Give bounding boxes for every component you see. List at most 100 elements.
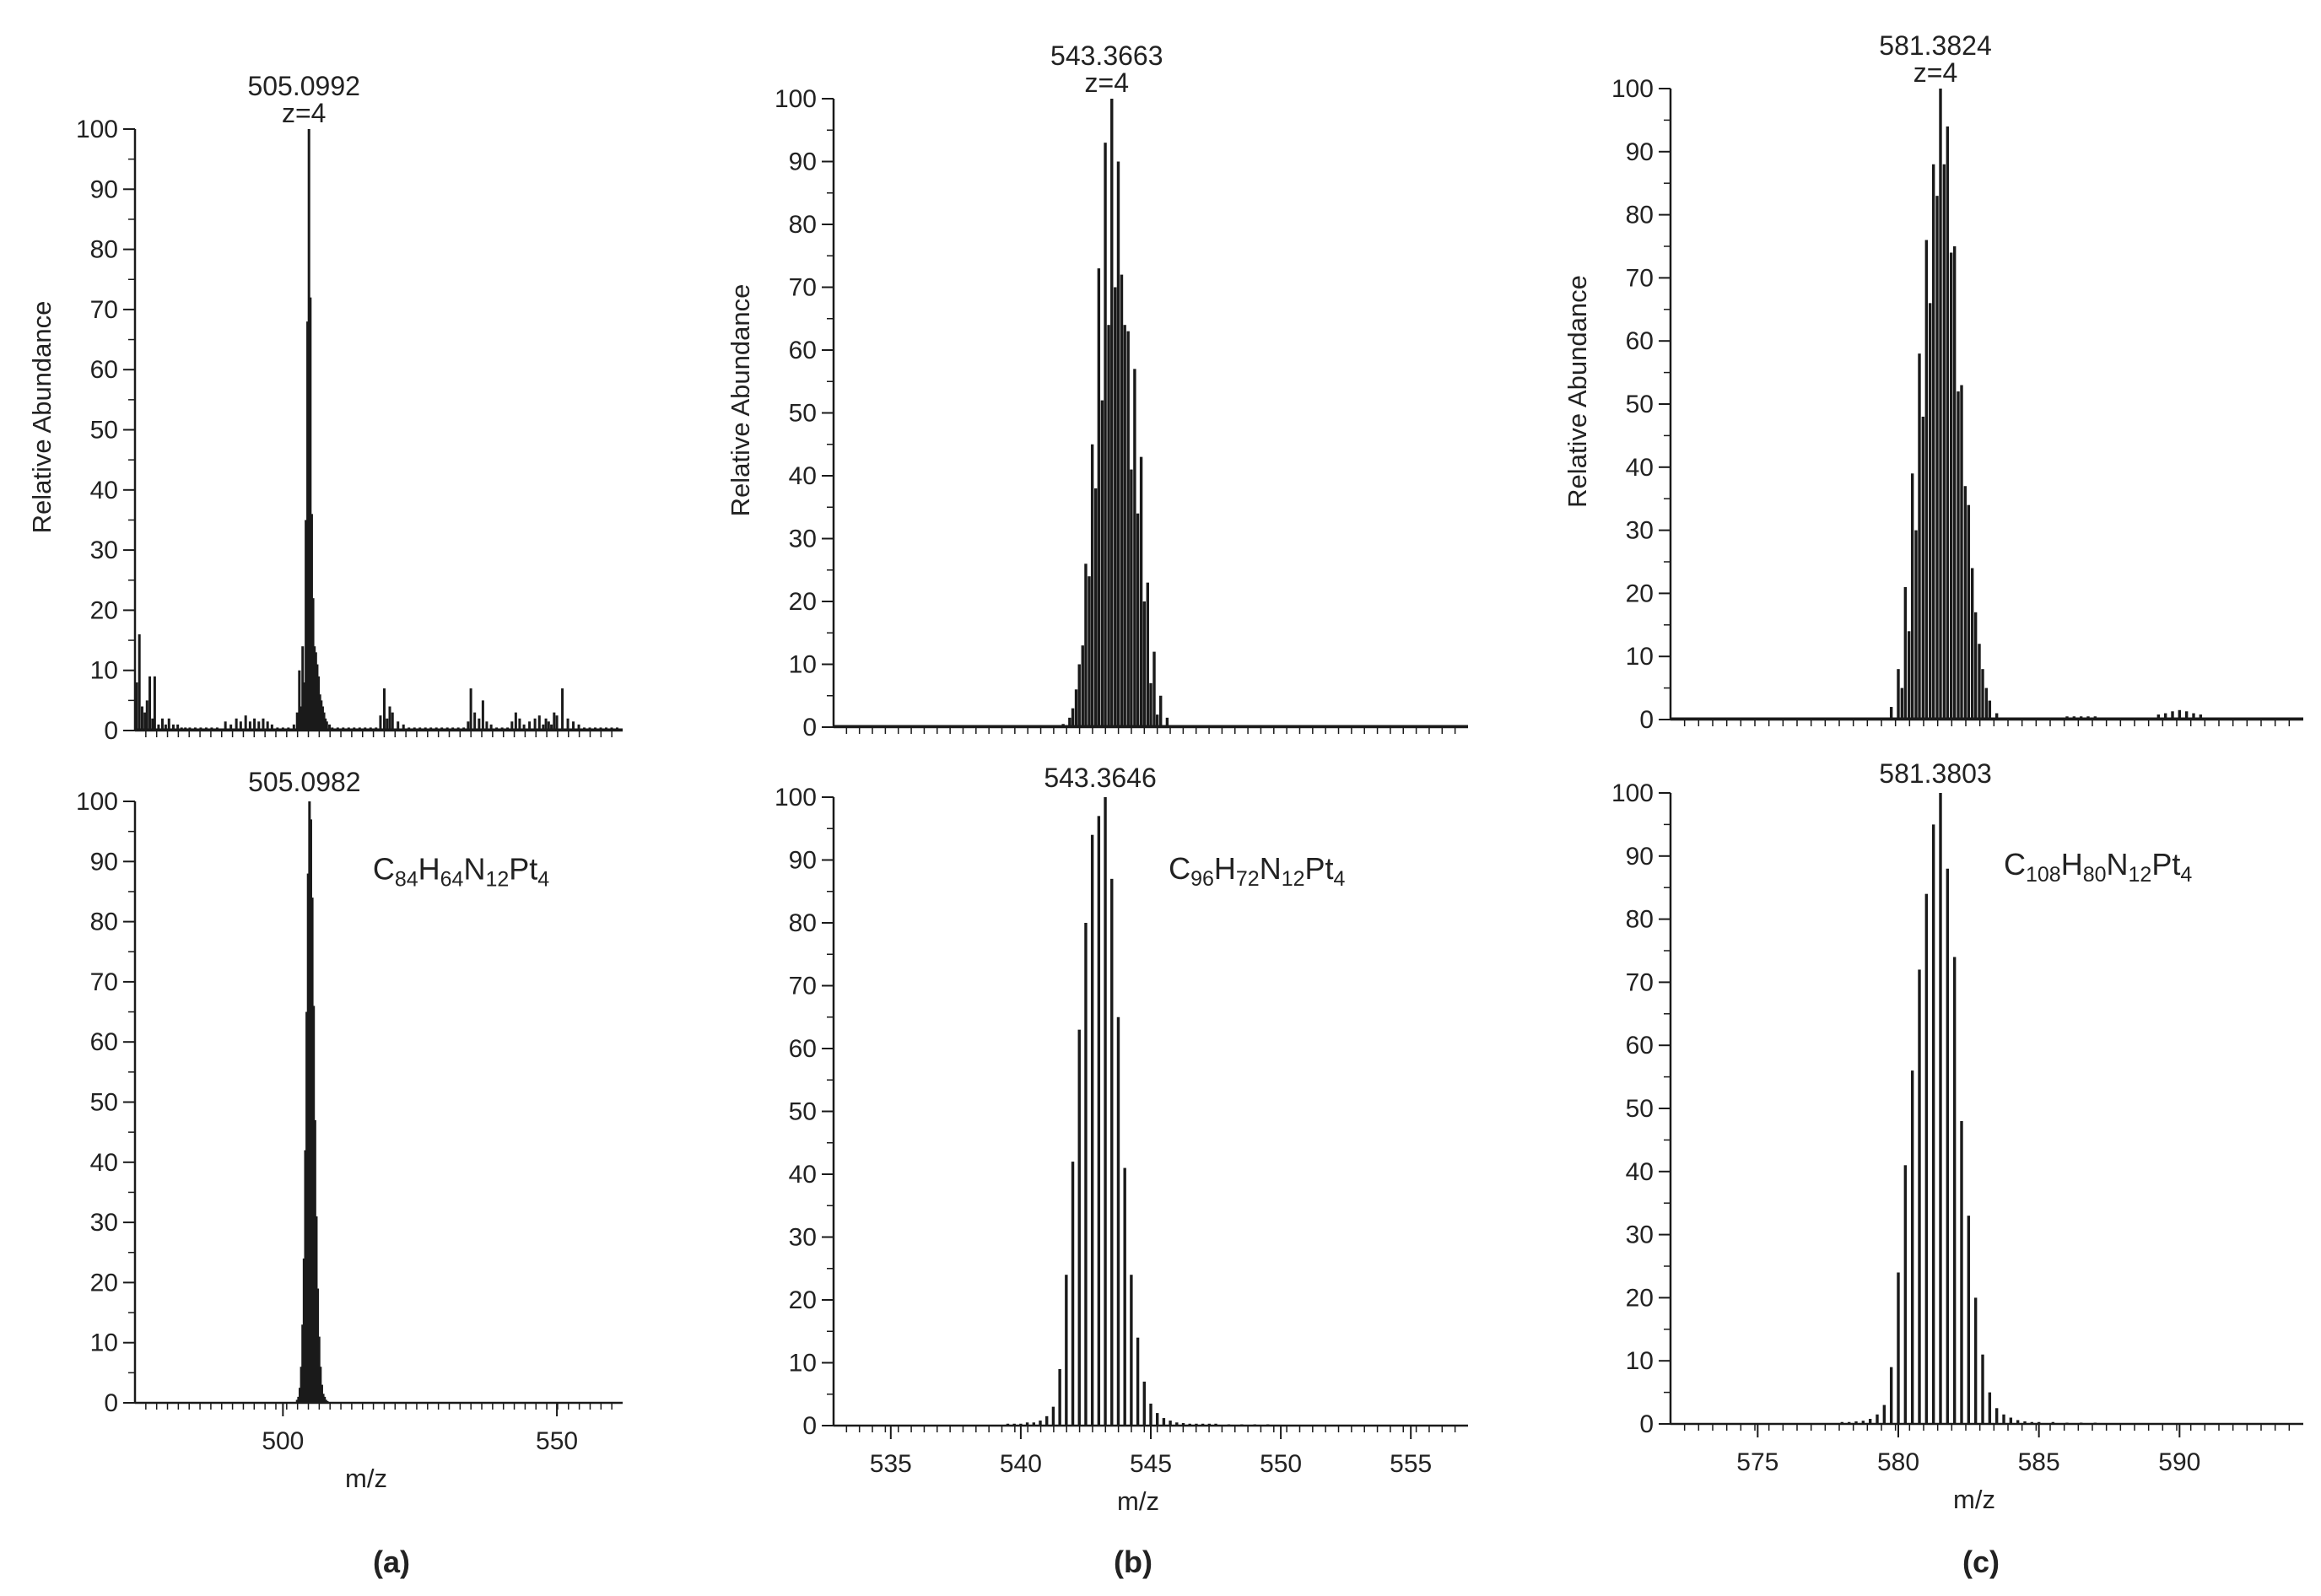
peak-bar: [1130, 469, 1133, 727]
y-tick-label: 50: [1626, 1095, 1654, 1123]
peak-bar: [1994, 1408, 1999, 1424]
peak-bar: [408, 727, 411, 731]
peak-bar: [1963, 486, 1967, 720]
peak-bar: [542, 724, 545, 731]
peak-bar: [555, 715, 559, 731]
peak-bar: [440, 727, 444, 731]
y-axis-title: Relative Abundance: [27, 301, 57, 534]
peak-bar: [1914, 530, 1918, 720]
peak-bar: [1988, 1392, 1992, 1424]
peak-bar: [2065, 716, 2069, 720]
charge-state-label: z=4: [282, 98, 326, 128]
y-tick-label: 50: [789, 1098, 817, 1126]
apex-mz-label: 505.0992: [247, 71, 359, 101]
peak-bar: [1960, 1120, 1963, 1424]
peak-bar: [315, 1216, 318, 1403]
peak-bar: [298, 670, 301, 731]
peak-bar: [318, 694, 321, 731]
peak-bar: [300, 706, 303, 731]
y-tick-label: 0: [802, 714, 817, 741]
x-axis-title: m/z: [1117, 1486, 1159, 1516]
peak-bar: [2093, 716, 2097, 720]
peak-bar: [566, 718, 569, 731]
peak-bar: [1084, 563, 1088, 727]
peak-bar: [2002, 1414, 2005, 1424]
peak-bar: [553, 712, 556, 731]
formula-element: N: [1260, 851, 1282, 886]
y-tick-label: 20: [789, 588, 817, 616]
peak-bar: [180, 727, 183, 731]
y-tick-label: 20: [90, 596, 118, 624]
peak-bar: [577, 724, 580, 731]
y-tick-label: 30: [90, 1209, 118, 1237]
peak-bar: [1907, 631, 1911, 720]
peak-bar: [1090, 834, 1094, 1426]
peak-bar: [1942, 164, 1946, 720]
y-tick-label: 40: [90, 1149, 118, 1177]
y-tick-label: 40: [1626, 1158, 1654, 1186]
y-tick-label: 100: [76, 788, 118, 816]
formula-element: H: [418, 852, 440, 887]
peak-bar: [1100, 400, 1104, 727]
y-tick-label: 30: [90, 536, 118, 564]
peak-bar: [462, 727, 466, 731]
y-tick-label: 10: [789, 651, 817, 679]
peak-bar: [588, 727, 591, 731]
peak-bar: [506, 727, 510, 731]
peak-bar: [2171, 711, 2174, 720]
formula-subscript: 96: [1190, 867, 1214, 891]
peak-bar: [1939, 89, 1942, 720]
y-tick-label: 60: [90, 356, 118, 384]
peak-bar: [2163, 713, 2167, 720]
y-tick-label: 10: [1626, 643, 1654, 671]
peak-bar: [270, 724, 273, 731]
formula-element: C: [2004, 847, 2026, 882]
y-tick-label: 100: [1611, 779, 1654, 807]
peak-bar: [135, 682, 138, 731]
peak-bar: [397, 721, 400, 731]
formula-subscript: 12: [2129, 863, 2152, 887]
peak-bar: [295, 712, 299, 731]
y-tick-label: 20: [1626, 580, 1654, 607]
y-tick-label: 0: [1639, 706, 1654, 734]
peak-bar: [379, 715, 382, 731]
peak-bar: [1071, 1162, 1075, 1426]
peak-bar: [1110, 99, 1114, 727]
peak-bar: [1957, 391, 1960, 720]
peak-bar: [1169, 1421, 1172, 1426]
peak-bar: [514, 712, 517, 731]
y-tick-label: 50: [1626, 391, 1654, 418]
peak-bar: [304, 1150, 307, 1403]
peak-bar: [300, 1367, 303, 1403]
y-tick-label: 40: [789, 1161, 817, 1189]
peak-bar: [1882, 1405, 1886, 1424]
y-tick-label: 0: [1639, 1410, 1654, 1438]
y-tick-label: 100: [1611, 75, 1654, 103]
peak-bar: [358, 727, 361, 731]
peak-bar: [1156, 1413, 1159, 1426]
peak-bar: [167, 718, 170, 731]
peak-bar: [262, 718, 265, 731]
peak-bar: [331, 727, 334, 731]
peak-bar: [1201, 1423, 1205, 1426]
peak-bar: [1039, 1421, 1042, 1426]
peak-bar: [320, 700, 323, 731]
peak-bar: [1854, 1421, 1858, 1424]
peak-bar: [188, 727, 192, 731]
peak-bar: [1939, 793, 1942, 1424]
peak-bar: [317, 1336, 321, 1403]
y-tick-label: 60: [1626, 1032, 1654, 1060]
peak-bar: [2072, 716, 2076, 720]
peak-bar: [1195, 1423, 1198, 1426]
peak-bar: [599, 727, 602, 731]
formula-element: Pt: [509, 852, 537, 887]
peak-bar: [1139, 456, 1143, 727]
y-tick-label: 60: [789, 1035, 817, 1063]
peak-bar: [1973, 1297, 1978, 1424]
y-tick-label: 80: [1626, 906, 1654, 934]
peak-bar: [199, 727, 202, 731]
peak-bar: [1165, 717, 1169, 727]
x-tick-label: 540: [1000, 1450, 1042, 1478]
peak-bar: [2178, 709, 2182, 720]
peak-bar: [481, 700, 484, 731]
